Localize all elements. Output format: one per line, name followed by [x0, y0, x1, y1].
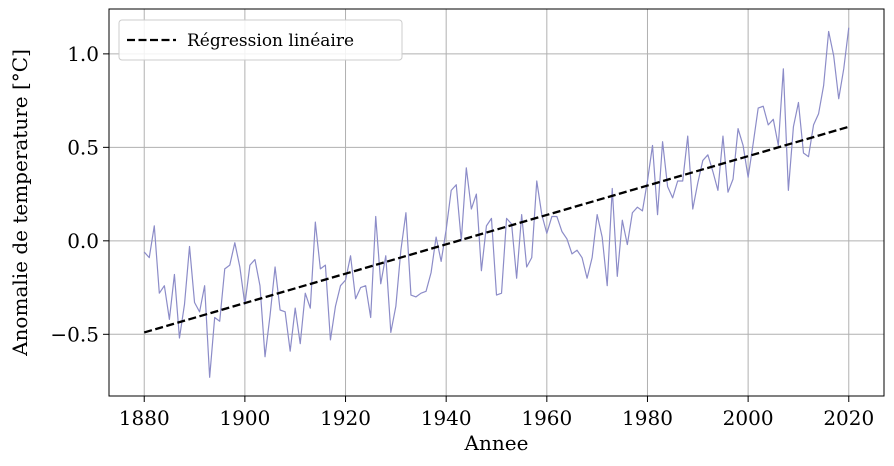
- y-tick-label: 0.5: [67, 135, 99, 159]
- series-line-regression: [143, 125, 850, 334]
- x-axis-label: Annee: [464, 431, 529, 455]
- series-line-anomaly: [143, 27, 850, 378]
- x-tick-label: 2000: [723, 406, 774, 430]
- grid: [109, 9, 884, 396]
- y-tick-label: 0.0: [67, 229, 99, 253]
- y-tick-label: −0.5: [50, 322, 99, 346]
- y-tick-label: 1.0: [67, 42, 99, 66]
- legend-box: [118, 19, 403, 61]
- legend: Régression linéaire: [118, 19, 403, 61]
- series-layer: [143, 27, 850, 378]
- x-tick-label: 1980: [622, 406, 673, 430]
- x-tick-label: 1880: [119, 406, 170, 430]
- x-tick-label: 1940: [421, 406, 472, 430]
- ticks: 1880 1900 1920 1940 1960 1980 2000 2020 −0.5 0.0 0…: [50, 42, 874, 430]
- x-tick-label: 1920: [320, 406, 371, 430]
- legend-entry-regression: Régression linéaire: [187, 31, 354, 51]
- y-axis-label: Anomalie de temperature [°C]: [8, 49, 32, 357]
- x-tick-label: 1960: [521, 406, 572, 430]
- x-tick-label: 2020: [823, 406, 874, 430]
- x-tick-label: 1900: [219, 406, 270, 430]
- plot-frame: [108, 8, 885, 397]
